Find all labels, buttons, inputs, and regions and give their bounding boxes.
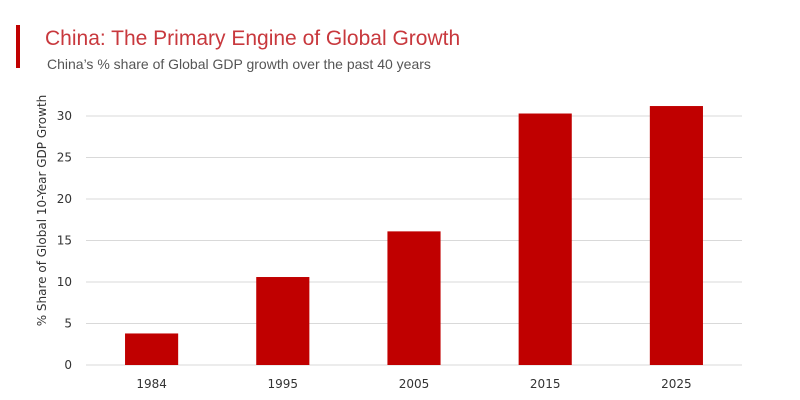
chart-subtitle: China’s % share of Global GDP growth ove…	[47, 56, 431, 72]
bars	[125, 106, 703, 365]
y-tick-label: 5	[64, 317, 72, 331]
x-tick-label: 1984	[136, 377, 167, 391]
y-tick-label: 0	[64, 358, 72, 372]
x-tick-label: 2005	[399, 377, 430, 391]
x-tick-label: 2025	[661, 377, 692, 391]
y-tick-label: 25	[57, 151, 72, 165]
bar-1984	[125, 333, 179, 365]
x-tick-label: 1995	[268, 377, 299, 391]
y-tick-label: 15	[57, 234, 72, 248]
y-tick-label: 20	[57, 192, 72, 206]
chart-title: China: The Primary Engine of Global Grow…	[45, 27, 461, 50]
bar-1995	[256, 277, 310, 365]
y-tick-label: 30	[57, 109, 72, 123]
x-axis-ticks: 1984 1995 2005 2015 2025	[136, 377, 691, 391]
y-tick-label: 10	[57, 275, 72, 289]
y-axis-title: % Share of Global 10-Year GDP Growth	[35, 95, 49, 327]
bar-2005	[387, 231, 441, 365]
y-axis-ticks: 0 5 10 15 20 25 30	[57, 109, 72, 372]
bar-2015	[518, 113, 572, 365]
x-tick-label: 2015	[530, 377, 561, 391]
title-accent-bar	[16, 25, 20, 68]
bar-2025	[649, 106, 703, 365]
